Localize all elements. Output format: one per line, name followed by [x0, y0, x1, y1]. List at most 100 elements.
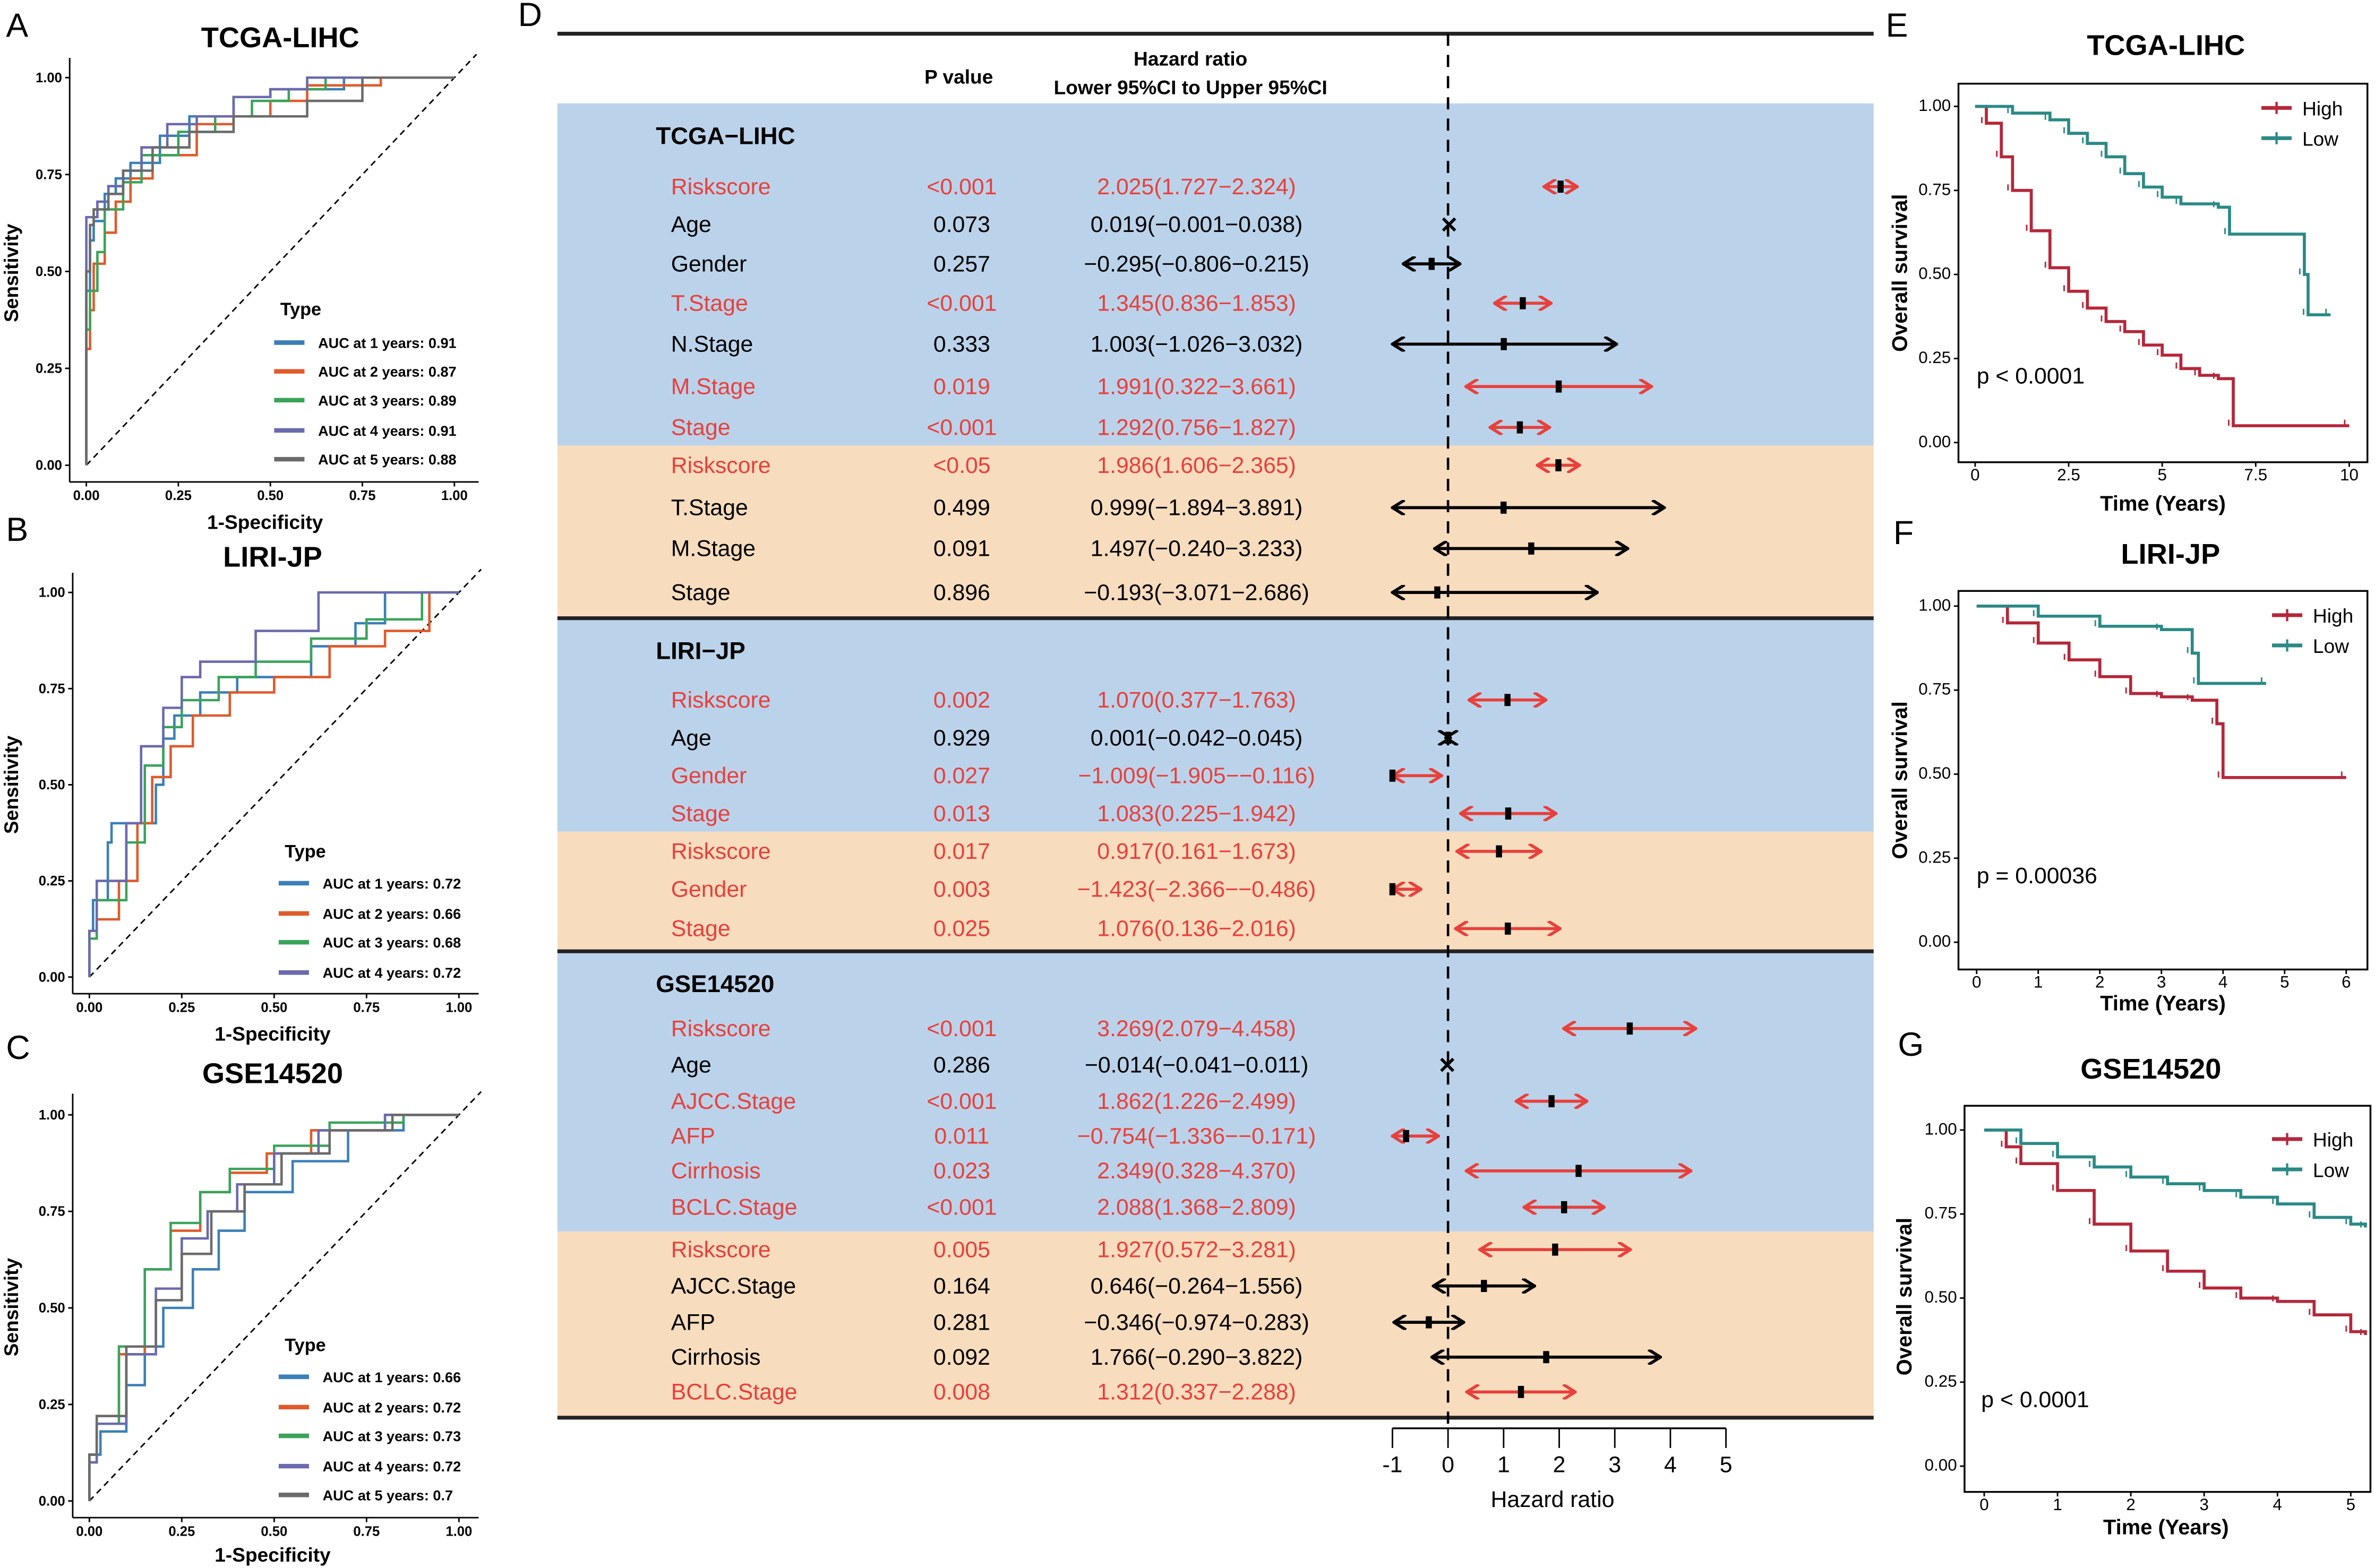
- legend-entry: Low: [2313, 635, 2349, 657]
- legend-entry: AUC at 1 years: 0.72: [323, 875, 461, 892]
- x-tick-label: 2.5: [2057, 466, 2080, 484]
- x-tick-label: 10: [2340, 466, 2359, 484]
- point-estimate: [1428, 257, 1435, 270]
- point-estimate: [1434, 586, 1441, 599]
- y-tick-label: 1.00: [39, 585, 65, 600]
- row-hazard-ratio: −0.014(−0.041−0.011): [1085, 1052, 1308, 1078]
- row-hazard-ratio: 1.312(0.337−2.288): [1097, 1380, 1296, 1405]
- x-tick-label: 1: [1497, 1452, 1510, 1478]
- y-axis-label: Sensitivity: [0, 223, 22, 322]
- row-label: Stage: [671, 580, 731, 605]
- row-label: Cirrhosis: [671, 1158, 761, 1184]
- univariate-band: [557, 953, 1874, 1231]
- row-p-value: 0.286: [933, 1052, 990, 1078]
- legend-entry: AUC at 4 years: 0.91: [318, 423, 457, 439]
- row-hazard-ratio: 0.019(−0.001−0.038): [1091, 212, 1303, 237]
- row-label: Riskscore: [671, 174, 771, 200]
- y-tick-label: 0.75: [1918, 680, 1951, 699]
- header-hazard-ratio: Hazard ratio: [1134, 47, 1247, 70]
- row-hazard-ratio: 1.345(0.836−1.853): [1097, 291, 1296, 316]
- x-tick-label: 1: [2053, 1495, 2062, 1514]
- multivariate-band: [557, 445, 1874, 618]
- legend-entry: Low: [2302, 128, 2338, 150]
- row-hazard-ratio: −0.346(−0.974−0.283): [1084, 1309, 1309, 1335]
- roc-curve-2: [88, 591, 459, 977]
- row-p-value: 0.019: [933, 374, 990, 399]
- roc-curve-5: [85, 76, 455, 466]
- row-label: Age: [671, 1052, 711, 1078]
- x-tick-label: 4: [2273, 1495, 2282, 1514]
- row-label: Riskscore: [671, 1016, 771, 1041]
- row-p-value: 0.896: [933, 580, 990, 605]
- x-tick-label: 0.75: [349, 488, 376, 503]
- x-tick-label: 5: [2280, 973, 2289, 992]
- y-tick-label: 0.75: [39, 1204, 65, 1219]
- point-estimate: [1528, 542, 1534, 555]
- row-label: M.Stage: [671, 536, 756, 562]
- legend-entry: AUC at 3 years: 0.73: [323, 1428, 461, 1444]
- legend-entry: High: [2313, 1128, 2353, 1151]
- x-tick-label: 7.5: [2244, 466, 2268, 484]
- point-estimate: [1516, 421, 1523, 434]
- row-hazard-ratio: −1.423(−2.366−−0.486): [1077, 877, 1316, 902]
- row-label: Gender: [671, 763, 747, 789]
- row-p-value: 0.002: [933, 687, 990, 713]
- x-tick-label: 1: [2034, 973, 2043, 992]
- x-tick-label: 3: [2199, 1495, 2208, 1514]
- x-axis-label: 1-Specificity: [215, 1544, 331, 1566]
- row-p-value: 0.027: [933, 763, 990, 789]
- plot-frame: [1957, 590, 2369, 971]
- row-hazard-ratio: 0.917(0.161−1.673): [1097, 839, 1296, 864]
- row-p-value: 0.023: [933, 1158, 990, 1184]
- row-label: Stage: [671, 801, 731, 826]
- legend-entry: AUC at 4 years: 0.72: [323, 1458, 461, 1475]
- x-tick-label: 0.00: [76, 1000, 102, 1015]
- row-p-value: <0.001: [927, 1195, 997, 1220]
- point-estimate: [1626, 1022, 1633, 1035]
- row-p-value: <0.001: [927, 174, 997, 200]
- y-tick-label: 0.00: [39, 970, 65, 985]
- x-tick-label: 5: [2157, 466, 2166, 484]
- point-estimate: [1496, 845, 1502, 858]
- y-axis-label: Sensitivity: [0, 735, 22, 834]
- point-estimate: [1389, 883, 1396, 895]
- row-label: AFP: [671, 1309, 715, 1335]
- row-label: M.Stage: [671, 374, 756, 399]
- univariate-band: [557, 619, 1874, 832]
- x-tick-label: 6: [2342, 973, 2351, 992]
- y-tick-label: 0.00: [1918, 432, 1951, 451]
- point-estimate: [1505, 923, 1511, 935]
- x-tick-label: 0: [1970, 466, 1979, 484]
- row-p-value: 0.017: [933, 839, 990, 864]
- panel-label-C: C: [6, 1029, 30, 1066]
- row-p-value: 0.091: [933, 536, 990, 562]
- row-label: Gender: [671, 877, 747, 902]
- x-axis-label: 1-Specificity: [207, 511, 323, 533]
- row-p-value: 0.333: [933, 332, 990, 357]
- chart-title: TCGA-LIHC: [2087, 29, 2245, 61]
- row-label: T.Stage: [671, 495, 748, 521]
- x-tick-label: 0.00: [76, 1524, 102, 1539]
- survival-curve-high: [1984, 1128, 2367, 1336]
- legend-entry: AUC at 1 years: 0.66: [323, 1369, 461, 1385]
- row-hazard-ratio: 1.991(0.322−3.661): [1097, 374, 1296, 399]
- row-hazard-ratio: 0.646(−0.264−1.556): [1091, 1273, 1303, 1299]
- row-hazard-ratio: 1.497(−0.240−3.233): [1091, 536, 1303, 562]
- row-hazard-ratio: 0.001(−0.042−0.045): [1091, 725, 1303, 751]
- row-hazard-ratio: −1.009(−1.905−−0.116): [1078, 763, 1315, 789]
- row-hazard-ratio: −0.193(−3.071−2.686): [1084, 580, 1309, 605]
- group-title: TCGA−LIHC: [656, 123, 795, 150]
- multivariate-band: [557, 831, 1874, 952]
- row-p-value: 0.092: [933, 1345, 990, 1370]
- y-axis-label: Overall survival: [1889, 701, 1912, 859]
- row-hazard-ratio: 1.986(1.606−2.365): [1097, 453, 1296, 478]
- y-tick-label: 0.75: [1918, 180, 1951, 199]
- x-axis-label: Time (Years): [2100, 492, 2226, 515]
- row-p-value: 0.013: [933, 801, 990, 826]
- x-tick-label: 1.00: [441, 488, 468, 503]
- x-tick-label: 0.75: [353, 1524, 380, 1539]
- row-p-value: 0.005: [933, 1237, 990, 1262]
- panel-label-B: B: [6, 511, 28, 548]
- row-hazard-ratio: −0.754(−1.336−−0.171): [1077, 1124, 1316, 1149]
- header-ci: Lower 95%CI to Upper 95%CI: [1054, 76, 1327, 99]
